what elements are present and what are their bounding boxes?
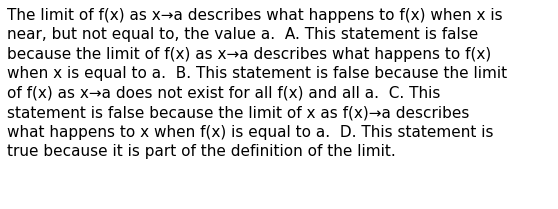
Text: The limit of f(x) as x→a describes what happens to f(x) when x is
near, but not : The limit of f(x) as x→a describes what …	[7, 8, 507, 159]
